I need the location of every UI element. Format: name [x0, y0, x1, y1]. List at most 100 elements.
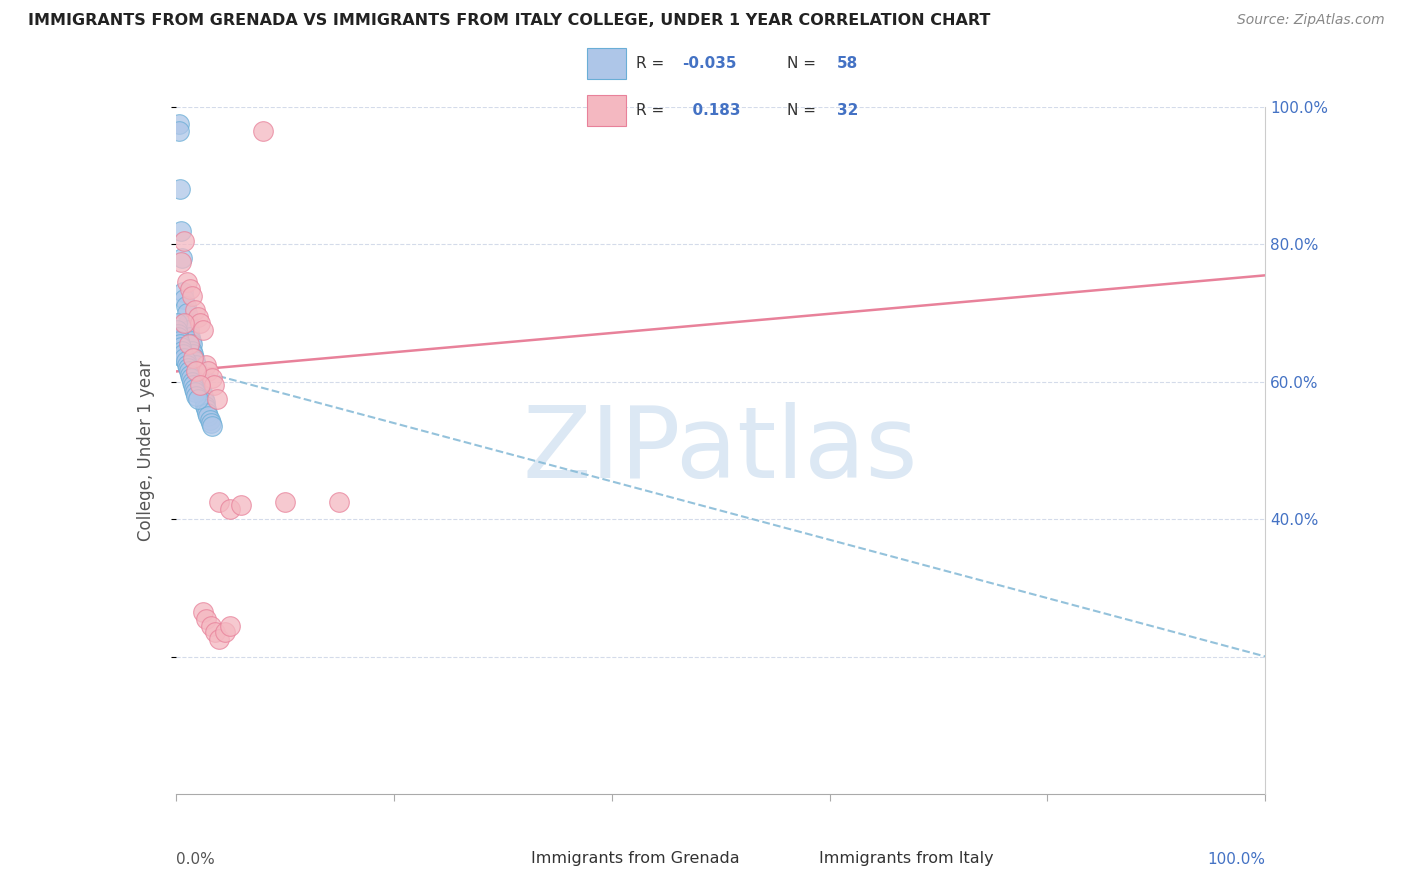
Point — [177, 323, 200, 337]
FancyBboxPatch shape — [586, 48, 626, 78]
Point — [197, 409, 219, 423]
Point — [328, 495, 350, 509]
Text: ZIPatlas: ZIPatlas — [523, 402, 918, 499]
Point — [166, 317, 188, 331]
Point — [188, 317, 211, 331]
Point — [179, 368, 201, 382]
Point — [195, 358, 218, 372]
Point — [181, 347, 204, 361]
Point — [200, 618, 222, 632]
Point — [167, 334, 190, 348]
Point — [172, 251, 194, 265]
Point — [208, 632, 231, 647]
Point — [181, 343, 204, 358]
FancyBboxPatch shape — [586, 95, 626, 126]
Text: Immigrants from Grenada: Immigrants from Grenada — [530, 852, 740, 866]
Point — [202, 378, 225, 392]
Point — [172, 285, 194, 300]
Text: -0.035: -0.035 — [682, 56, 737, 70]
Point — [194, 399, 217, 413]
Point — [167, 326, 190, 341]
Point — [186, 310, 209, 324]
Point — [170, 340, 193, 354]
Point — [169, 182, 191, 196]
Point — [179, 330, 201, 344]
Point — [205, 392, 228, 406]
Point — [176, 306, 198, 320]
Point — [170, 254, 193, 268]
Text: IMMIGRANTS FROM GRENADA VS IMMIGRANTS FROM ITALY COLLEGE, UNDER 1 YEAR CORRELATI: IMMIGRANTS FROM GRENADA VS IMMIGRANTS FR… — [28, 13, 990, 29]
Text: 100.0%: 100.0% — [1208, 852, 1265, 867]
Point — [193, 392, 215, 406]
Point — [170, 224, 193, 238]
Point — [181, 378, 204, 392]
Point — [173, 234, 195, 248]
Point — [187, 371, 209, 385]
Text: 0.183: 0.183 — [682, 103, 741, 118]
Point — [274, 495, 297, 509]
Point — [174, 354, 197, 368]
Y-axis label: College, Under 1 year: College, Under 1 year — [136, 359, 155, 541]
Point — [191, 385, 214, 400]
Point — [167, 117, 190, 131]
Point — [183, 351, 205, 365]
Point — [181, 351, 204, 365]
Text: N =: N = — [787, 103, 821, 118]
Point — [177, 361, 200, 376]
Point — [173, 293, 195, 307]
Point — [177, 337, 200, 351]
Point — [177, 317, 200, 331]
Point — [181, 375, 204, 389]
Point — [176, 275, 198, 289]
Point — [183, 382, 205, 396]
Point — [173, 351, 195, 365]
Point — [186, 388, 208, 402]
Point — [177, 364, 200, 378]
Point — [219, 501, 242, 516]
Point — [204, 625, 226, 640]
Point — [166, 323, 188, 337]
Point — [190, 382, 212, 396]
Text: 32: 32 — [837, 103, 858, 118]
Point — [201, 419, 224, 434]
Point — [174, 299, 197, 313]
Point — [184, 302, 207, 317]
Point — [186, 364, 208, 378]
Point — [191, 388, 214, 402]
Text: N =: N = — [787, 56, 821, 70]
Point — [191, 323, 214, 337]
Point — [231, 499, 253, 513]
Text: 58: 58 — [837, 56, 858, 70]
Point — [173, 317, 195, 331]
Point — [167, 330, 190, 344]
Point — [188, 378, 211, 392]
Point — [186, 358, 208, 372]
Point — [186, 368, 209, 382]
Point — [176, 358, 198, 372]
Text: R =: R = — [636, 56, 669, 70]
Point — [186, 364, 208, 378]
Point — [208, 495, 231, 509]
Text: 0.0%: 0.0% — [176, 852, 215, 867]
Point — [179, 282, 201, 296]
Point — [181, 337, 204, 351]
Point — [188, 375, 211, 389]
Point — [201, 371, 224, 385]
Point — [167, 124, 190, 138]
Point — [197, 364, 219, 378]
Point — [252, 124, 274, 138]
Point — [195, 402, 218, 417]
Point — [198, 412, 221, 426]
Text: Source: ZipAtlas.com: Source: ZipAtlas.com — [1237, 13, 1385, 28]
Point — [184, 354, 207, 368]
Point — [191, 605, 214, 619]
Point — [200, 416, 222, 430]
Point — [180, 334, 202, 348]
Point — [219, 618, 242, 632]
Point — [195, 406, 218, 420]
Text: R =: R = — [636, 103, 669, 118]
Text: Immigrants from Italy: Immigrants from Italy — [818, 852, 994, 866]
Point — [195, 612, 218, 626]
Point — [186, 392, 209, 406]
Point — [181, 289, 204, 303]
